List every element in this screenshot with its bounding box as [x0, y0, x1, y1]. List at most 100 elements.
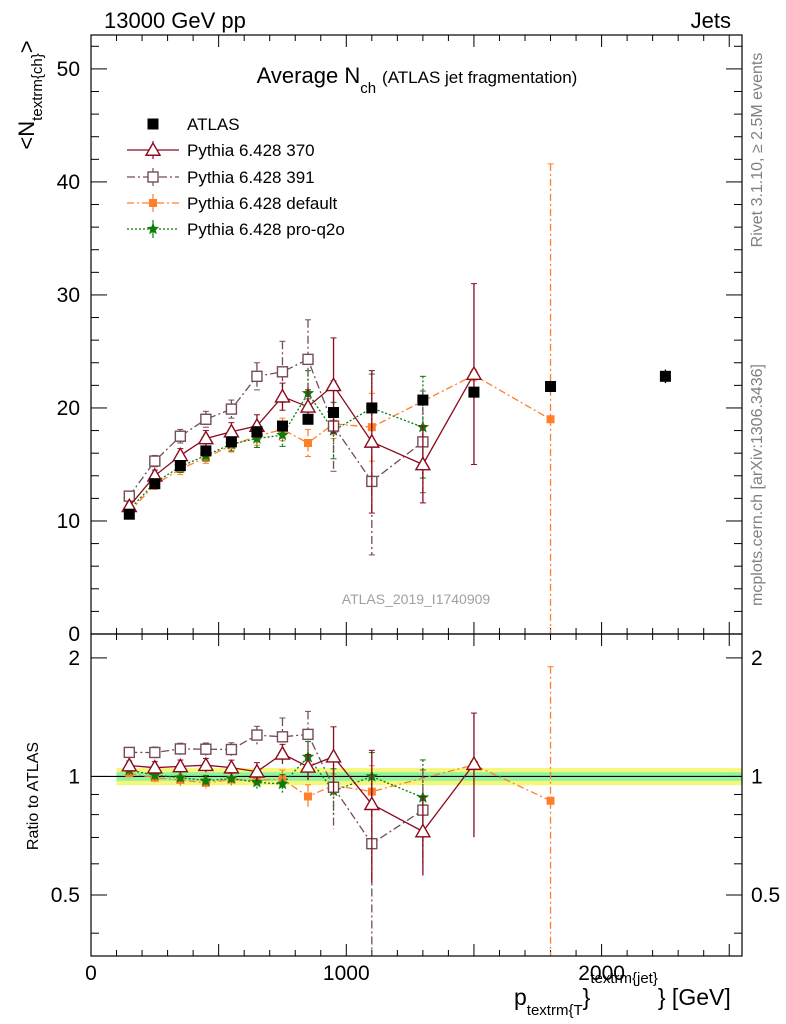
- y-tick-label: 30: [57, 284, 80, 307]
- rivet-label: Rivet 3.1.10, ≥ 2.5M events: [749, 53, 766, 248]
- x-tick-label: 0: [85, 962, 97, 985]
- ratio-line-pdef: [129, 764, 551, 802]
- ratio-point-p370: [121, 757, 138, 772]
- y-label-end: >: [14, 40, 39, 53]
- mcplots-label: mcplots.cern.ch [arXiv:1306.3436]: [749, 364, 766, 606]
- x-axis-label: ptextrm{T}textrm{jet}} [GeV]: [514, 970, 731, 1019]
- series-pq2o: [123, 370, 430, 515]
- point-pq2o: [250, 432, 264, 444]
- y-axis-label: <Ntextrm{ch}>: [14, 40, 46, 149]
- point-p391: [225, 403, 238, 415]
- point-atlas: [251, 426, 263, 438]
- point-p370: [299, 398, 317, 413]
- ratio-series-pdef: [125, 666, 555, 956]
- point-p391: [302, 353, 314, 366]
- point-atlas: [149, 478, 161, 490]
- ratio-tick-label-left: 1: [68, 765, 80, 788]
- point-atlas: [468, 386, 480, 398]
- ratio-point-p391: [174, 743, 187, 755]
- ratio-point-p370: [146, 759, 164, 774]
- point-atlas: [123, 508, 135, 520]
- point-p391: [200, 413, 212, 425]
- point-pdef: [546, 415, 555, 424]
- point-p370: [197, 430, 215, 445]
- ratio-point-p391: [302, 728, 314, 741]
- ratio-point-p391: [149, 746, 161, 759]
- point-atlas: [417, 394, 429, 406]
- ratio-point-p370: [223, 759, 240, 774]
- series-p391: [123, 319, 429, 556]
- plot-frames: [90, 34, 743, 957]
- legend-entry-p391: Pythia 6.428 391: [127, 168, 315, 187]
- point-atlas: [276, 420, 288, 432]
- chart-title: Average Nch (ATLAS jet fragmentation): [257, 63, 578, 97]
- point-p391: [174, 430, 187, 442]
- ratio-uncertainty-band: [91, 768, 742, 786]
- point-atlas: [200, 445, 212, 457]
- point-pq2o: [276, 428, 289, 441]
- point-atlas: [225, 436, 237, 448]
- legend-entry-p370: Pythia 6.428 370: [127, 141, 315, 160]
- series-line-pq2o: [128, 392, 424, 511]
- x-label-sub: textrm{T: [527, 1002, 583, 1019]
- legend-entry-pdef: Pythia 6.428 default: [127, 194, 338, 213]
- point-atlas: [366, 402, 378, 414]
- ratio-point-p370: [172, 758, 189, 773]
- point-pdef: [304, 438, 312, 447]
- legend-marker-pdef: [149, 199, 157, 207]
- y-tick-label: 40: [57, 171, 80, 194]
- point-atlas: [174, 460, 186, 472]
- header-energy: 13000 GeV pp: [104, 8, 246, 33]
- series-line-p391: [128, 358, 424, 497]
- ratio-tick-label-right: 2: [751, 647, 763, 670]
- ratio-point-p370: [197, 756, 215, 772]
- y-tick-label: 50: [57, 58, 80, 81]
- x-tick-label: 2000: [578, 962, 625, 985]
- x-label-p: p: [514, 984, 527, 1010]
- legend-marker-p391: [147, 171, 159, 183]
- ratio-point-p391: [200, 743, 212, 755]
- legend-entry-atlas: ATLAS: [147, 115, 240, 134]
- ratio-point-p370: [274, 745, 291, 760]
- legend-label-pq2o: Pythia 6.428 pro-q2o: [187, 220, 345, 239]
- header-jets: Jets: [691, 8, 731, 33]
- ratio-point-p391: [251, 729, 263, 741]
- legend-label-p370: Pythia 6.428 370: [187, 141, 315, 160]
- legend-marker-atlas: [147, 118, 159, 130]
- point-atlas: [302, 413, 314, 425]
- analysis-label: ATLAS_2019_I1740909: [342, 591, 491, 607]
- y-tick-label-zero: 0: [68, 623, 80, 646]
- ratio-tick-label-left: 2: [68, 647, 80, 670]
- ratio-point-pdef: [304, 792, 312, 801]
- ratio-panel-frame: [90, 633, 743, 957]
- ratio-point-p391: [225, 743, 238, 756]
- y-tick-label: 10: [57, 510, 80, 533]
- point-atlas: [328, 406, 340, 418]
- ratio-point-pdef: [125, 769, 134, 778]
- chart-title-sub: ch: [360, 80, 376, 97]
- ratio-point-pq2o: [225, 772, 238, 784]
- ratio-line-p391: [129, 733, 424, 845]
- y-tick-label: 20: [57, 397, 80, 420]
- ratio-series-p370: [121, 712, 483, 884]
- series-layer: [121, 163, 671, 956]
- ratio-point-pq2o: [276, 777, 289, 790]
- ratio-tick-label-left: 0.5: [51, 884, 80, 907]
- x-tick-label: 1000: [323, 962, 370, 985]
- x-label-end: } [GeV]: [658, 984, 731, 1010]
- ratio-point-p391: [276, 731, 289, 743]
- point-atlas: [659, 370, 671, 382]
- ratio-point-p370: [363, 795, 381, 811]
- point-p370: [325, 376, 342, 392]
- point-p370: [363, 433, 381, 448]
- chart-title-note: (ATLAS jet fragmentation): [382, 68, 577, 87]
- point-p370: [274, 388, 291, 403]
- series-line-pdef: [128, 374, 551, 513]
- ratio-tick-label-right: 0.5: [751, 884, 780, 907]
- ratio-point-pq2o: [199, 774, 213, 786]
- axes-ticks: [90, 35, 742, 956]
- point-p370: [465, 365, 483, 381]
- point-p370: [414, 456, 432, 471]
- point-p391: [251, 370, 263, 383]
- ratio-y-label: Ratio to ATLAS: [25, 742, 42, 850]
